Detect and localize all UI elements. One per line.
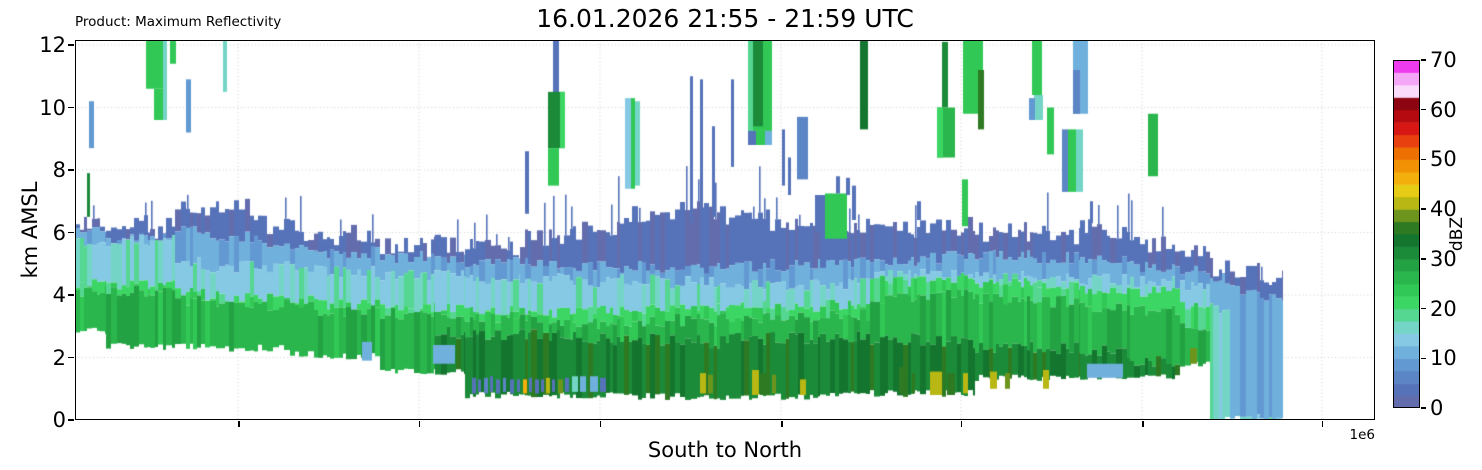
x-tick-mark xyxy=(781,421,783,427)
colorbar-tick-label: 10 xyxy=(1430,346,1457,371)
y-tick-label: 12 xyxy=(39,33,66,57)
y-tick-mark xyxy=(68,44,74,46)
colorbar-tick-label: 70 xyxy=(1430,48,1457,72)
y-tick-label: 2 xyxy=(52,345,66,370)
y-tick-mark xyxy=(68,294,74,296)
x-axis-label: South to North xyxy=(647,438,803,462)
colorbar-tick-mark xyxy=(1421,108,1426,111)
product-label: Product: Maximum Reflectivity xyxy=(75,14,282,30)
y-tick-label: 6 xyxy=(52,220,66,245)
colorbar-tick-mark xyxy=(1421,258,1426,260)
colorbar-tick-label: 30 xyxy=(1430,246,1457,271)
y-tick-label: 0 xyxy=(52,408,66,432)
colorbar xyxy=(1393,60,1420,408)
x-tick-mark xyxy=(599,421,602,427)
colorbar-tick-mark xyxy=(1421,59,1426,61)
x-axis-offset-label: 1e6 xyxy=(1349,427,1375,443)
colorbar-tick-label: 0 xyxy=(1430,396,1444,420)
x-tick-mark xyxy=(238,421,240,427)
colorbar-tick-mark xyxy=(1421,407,1426,409)
colorbar-label: dBZ xyxy=(1447,216,1467,252)
colorbar-tick-label: 50 xyxy=(1430,147,1457,172)
x-tick-mark xyxy=(418,421,421,427)
reflectivity-plot-canvas xyxy=(75,40,1375,420)
y-tick-mark xyxy=(68,419,74,421)
x-tick-mark xyxy=(960,421,963,427)
colorbar-tick-mark xyxy=(1421,158,1426,161)
x-tick-mark xyxy=(1321,421,1324,427)
y-tick-mark xyxy=(68,231,74,234)
colorbar-tick-mark xyxy=(1421,357,1426,360)
colorbar-tick-label: 20 xyxy=(1430,296,1457,321)
colorbar-tick-label: 40 xyxy=(1430,197,1457,222)
colorbar-tick-mark xyxy=(1421,307,1426,310)
y-tick-label: 8 xyxy=(52,158,66,182)
colorbar-tick-label: 60 xyxy=(1430,97,1457,122)
colorbar-tick-mark xyxy=(1421,208,1426,210)
y-tick-label: 4 xyxy=(52,283,66,307)
y-tick-mark xyxy=(68,106,74,109)
y-tick-mark xyxy=(68,356,74,359)
x-tick-mark xyxy=(1142,421,1144,427)
y-tick-label: 10 xyxy=(39,95,66,120)
y-tick-mark xyxy=(68,169,74,171)
